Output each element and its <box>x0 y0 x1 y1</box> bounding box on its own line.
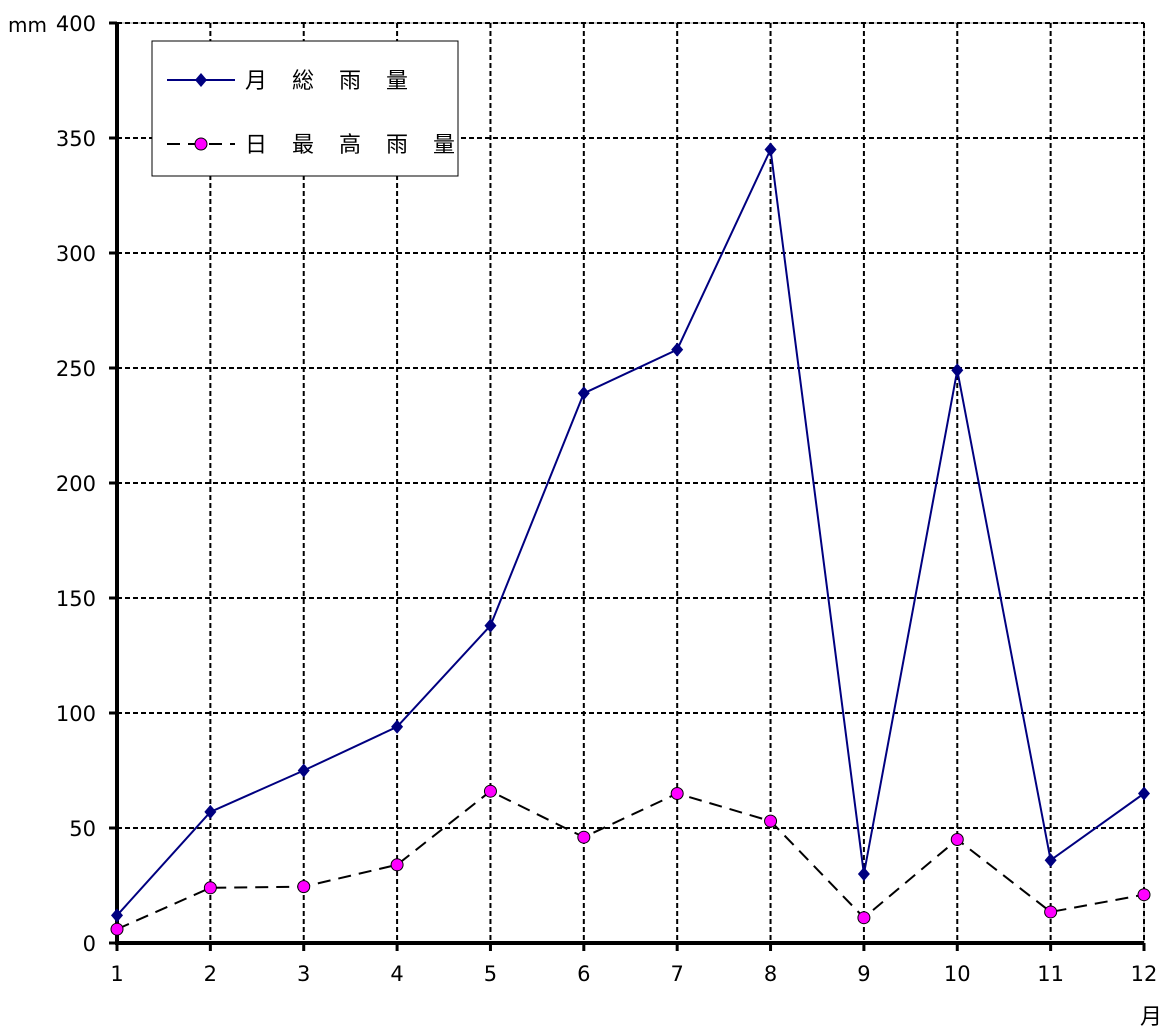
series-1-point-6 <box>577 386 590 401</box>
x-tick-label-11: 11 <box>1037 962 1064 986</box>
series-2-point-11 <box>1044 905 1058 919</box>
series-2-point-9 <box>857 911 871 925</box>
legend-box <box>151 40 459 177</box>
series-2-point-5 <box>483 784 497 798</box>
series-1-point-7 <box>671 342 684 357</box>
series-2-point-8 <box>764 814 778 828</box>
series-1-point-11 <box>1044 853 1057 868</box>
axes <box>109 21 1146 951</box>
x-tick-label-12: 12 <box>1131 962 1158 986</box>
x-tick-label-5: 5 <box>484 962 497 986</box>
series-2-point-4 <box>390 858 404 872</box>
series-line-1 <box>116 145 1145 917</box>
y-tick-label-0: 0 <box>83 932 96 956</box>
legend: 月 総 雨 量 日 最 高 雨 量 <box>151 40 464 177</box>
series-1-point-8 <box>764 142 777 157</box>
series-2-point-12 <box>1137 888 1151 902</box>
series-1-point-12 <box>1138 786 1150 801</box>
series-1-point-1 <box>111 908 123 923</box>
series-2-point-7 <box>670 787 684 800</box>
series-1-point-2 <box>204 804 217 819</box>
series-1-point-4 <box>391 719 404 734</box>
y-tick-label-150: 150 <box>56 587 96 611</box>
series-2-point-3 <box>297 880 311 894</box>
series-1-point-10 <box>951 363 964 378</box>
x-tick-label-2: 2 <box>204 962 217 986</box>
x-tick-label-8: 8 <box>764 962 777 986</box>
series-line-2 <box>116 790 1145 931</box>
series-2-point-1 <box>110 922 124 936</box>
y-tick-label-400: 400 <box>56 12 96 36</box>
x-tick-label-10: 10 <box>944 962 971 986</box>
x-tick-label-7: 7 <box>670 962 683 986</box>
y-tick-label-300: 300 <box>56 242 96 266</box>
series-2-point-2 <box>203 881 217 895</box>
series-1-point-5 <box>484 618 497 633</box>
y-tick-label-50: 50 <box>69 817 96 841</box>
x-tick-label-3: 3 <box>297 962 310 986</box>
series-2-point-6 <box>577 830 591 844</box>
legend-label-daily-max: 日 最 高 雨 量 <box>245 133 464 158</box>
x-axis-unit-label: 月 <box>1140 1005 1162 1030</box>
y-tick-label-200: 200 <box>56 472 96 496</box>
y-axis-unit-label: mm <box>8 13 47 37</box>
x-tick-label-4: 4 <box>390 962 403 986</box>
y-tick-label-350: 350 <box>56 127 96 151</box>
x-tick-label-6: 6 <box>577 962 590 986</box>
series-2-point-10 <box>950 833 964 846</box>
y-tick-label-100: 100 <box>56 702 96 726</box>
legend-label-monthly-total: 月 総 雨 量 <box>245 69 417 94</box>
y-tick-label-250: 250 <box>56 357 96 381</box>
x-tick-label-1: 1 <box>110 962 123 986</box>
series-1-point-3 <box>297 763 310 778</box>
legend-marker-daily-max <box>194 137 208 151</box>
legend-marker-monthly-total <box>195 73 207 87</box>
x-tick-label-9: 9 <box>857 962 870 986</box>
series-1-point-9 <box>857 867 870 881</box>
series-lines <box>110 142 1151 936</box>
